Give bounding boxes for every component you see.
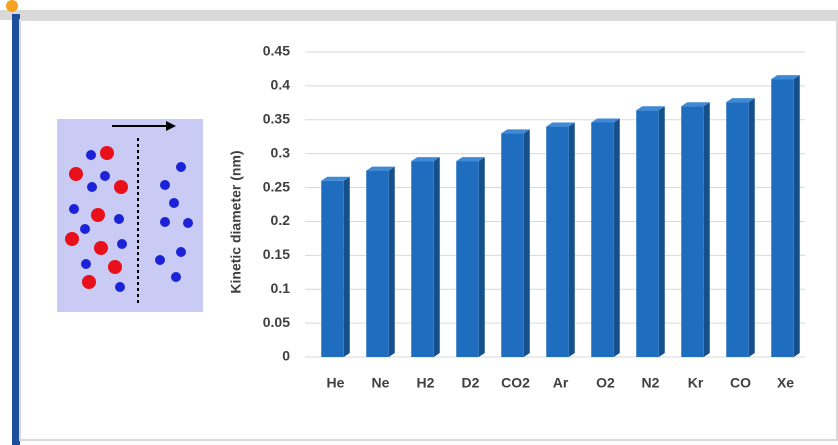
y-tick-label: 0.15: [263, 246, 290, 262]
bar: [501, 133, 524, 357]
bar-side: [748, 98, 755, 358]
bar: [366, 170, 389, 357]
bar-side: [658, 106, 665, 358]
bar-side: [523, 129, 530, 357]
x-tick-label: CO2: [501, 375, 530, 391]
y-tick-label: 0.2: [271, 212, 291, 228]
y-tick-label: 0.4: [271, 77, 291, 93]
illustration: [57, 119, 203, 312]
bar-top: [591, 118, 620, 123]
bar-side: [388, 166, 395, 357]
bar: [591, 122, 614, 357]
bar-top: [546, 122, 575, 127]
chamber: [57, 119, 203, 312]
y-tick-label: 0.3: [271, 144, 291, 160]
x-tick-label: Kr: [688, 375, 704, 391]
bar: [411, 161, 434, 357]
panel: [19, 19, 838, 441]
x-tick-label: O2: [596, 375, 615, 391]
bar: [726, 102, 749, 358]
bar-top: [681, 102, 710, 107]
bar: [681, 106, 704, 357]
red-dots: [65, 146, 128, 289]
y-axis-label: Kinetic diameter (nm): [228, 150, 244, 293]
bar-top: [726, 98, 755, 103]
x-tick-label: Ne: [372, 375, 390, 391]
x-tick-label: He: [327, 375, 345, 391]
bar-side: [703, 102, 710, 357]
bar-side: [433, 157, 440, 357]
x-tick-label: D2: [462, 375, 480, 391]
bar-side: [568, 122, 575, 357]
bar-top: [771, 75, 800, 80]
bar: [456, 161, 479, 357]
bar-top: [501, 129, 530, 134]
bar-top: [411, 157, 440, 162]
side-bar: [12, 14, 20, 445]
y-tick-label: 0.35: [263, 110, 290, 126]
y-tick-label: 0.25: [263, 178, 290, 194]
y-tick-label: 0.05: [263, 314, 290, 330]
bar-top: [366, 166, 395, 171]
corner-dot: [6, 0, 18, 12]
y-tick-label: 0.45: [263, 43, 290, 59]
bar: [546, 126, 569, 357]
y-tick-label: 0: [282, 348, 290, 364]
bar-side: [793, 75, 800, 357]
bar-side: [613, 118, 620, 357]
x-tick-label: Xe: [777, 375, 794, 391]
bar: [771, 79, 794, 357]
x-tick-label: H2: [417, 375, 435, 391]
bar-top: [321, 176, 350, 181]
bar-top: [456, 157, 485, 162]
bar: [321, 180, 344, 357]
bar-top: [636, 106, 665, 111]
arrow-head: [166, 121, 176, 131]
x-tick-label: N2: [642, 375, 660, 391]
x-tick-label: Ar: [553, 375, 569, 391]
bar: [636, 110, 659, 358]
y-tick-label: 0.1: [271, 280, 291, 296]
bar-side: [343, 176, 350, 357]
blue-dots: [69, 150, 193, 292]
x-tick-label: CO: [730, 375, 751, 391]
bar-side: [478, 157, 485, 357]
top-bar: [0, 10, 838, 20]
